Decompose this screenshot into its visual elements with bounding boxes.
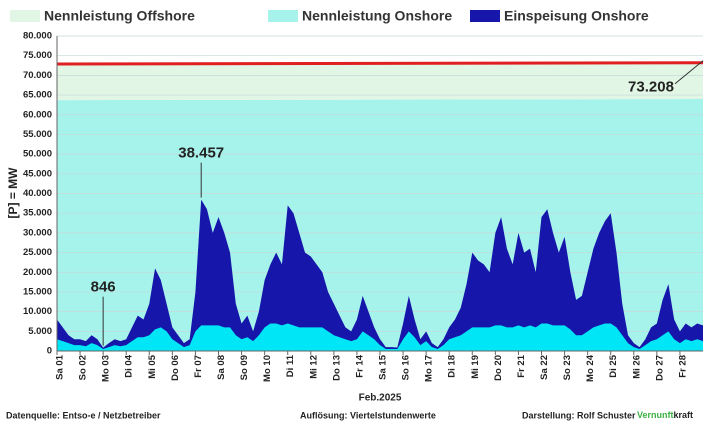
x-tick-label: Di 04: [124, 354, 135, 377]
y-tick-label: 65.000: [23, 90, 52, 101]
feed-in-area: [57, 323, 703, 351]
y-tick-label: 70.000: [23, 70, 52, 81]
x-tick-label: Sa 01: [55, 354, 66, 380]
y-tick-label: 50.000: [23, 149, 52, 160]
x-tick-label: Mo 17: [424, 355, 435, 382]
y-tick-label: 60.000: [23, 109, 52, 120]
capacity-line: [56, 61, 704, 66]
brand-rest: kraft: [674, 410, 694, 420]
feed-in-area: [57, 199, 703, 351]
x-tick-label: Do 20: [493, 355, 504, 381]
legend-swatch: [470, 10, 500, 22]
y-tick-label: 0: [47, 346, 52, 357]
legend-label: Nennleistung Onshore: [302, 8, 452, 24]
legend-swatch: [268, 10, 298, 22]
x-tick-label: Sa 08: [216, 355, 227, 380]
brand-green: Vernunft: [637, 410, 674, 420]
x-tick-label: Mo 24: [585, 354, 596, 382]
x-tick-label: So 16: [401, 355, 412, 380]
x-tick-label: Mi 26: [631, 355, 642, 379]
x-tick-label: Do 06: [170, 355, 181, 381]
y-tick-label: 20.000: [23, 267, 52, 278]
legend-label: Nennleistung Offshore: [44, 8, 195, 24]
footer-author: Darstellung: Rolf Schuster: [522, 410, 636, 420]
x-tick-label: Mi 12: [308, 355, 319, 379]
y-axis-label: [P] = MW: [6, 167, 20, 219]
legend-swatch: [10, 10, 40, 22]
capacity-area: [57, 62, 703, 101]
x-tick-label: Di 11: [285, 354, 296, 377]
y-tick-label: 40.000: [23, 188, 52, 199]
y-tick-label: 75.000: [23, 50, 52, 61]
x-tick-label: Sa 15: [378, 354, 389, 380]
y-tick-label: 35.000: [23, 208, 52, 219]
annotation-label: 73.208: [628, 79, 674, 96]
y-tick-label: 45.000: [23, 168, 52, 179]
y-tick-label: 25.000: [23, 247, 52, 258]
plot: [56, 35, 704, 355]
x-tick-label: Fr 14: [354, 354, 365, 377]
y-tick-label: 55.000: [23, 129, 52, 140]
footer-source: Datenquelle: Entso-e / Netzbetreiber: [6, 410, 161, 420]
x-tick-label: Do 27: [654, 355, 665, 381]
x-tick-label: Mo 10: [262, 355, 273, 382]
y-tick-label: 5.000: [28, 326, 52, 337]
x-tick-label: Di 18: [447, 355, 458, 378]
annotation-leader: [674, 60, 704, 85]
y-tick-label: 10.000: [23, 306, 52, 317]
x-tick-label: Di 25: [608, 354, 619, 377]
x-tick-label: Fr 28: [677, 355, 688, 378]
footer-resolution: Auflösung: Viertelstundenwerte: [300, 410, 436, 420]
x-tick-label: So 02: [78, 355, 89, 380]
x-tick-label: So 23: [562, 355, 573, 380]
x-tick-label: Fr 21: [516, 354, 527, 377]
x-tick-label: Fr 07: [193, 355, 204, 378]
x-tick-label: So 09: [239, 355, 250, 380]
annotation-label: 38.457: [178, 145, 224, 162]
footer-brand: Vernunftkraft: [637, 410, 693, 420]
x-tick-label: Mo 03: [101, 355, 112, 382]
y-tick-label: 15.000: [23, 286, 52, 297]
y-tick-label: 30.000: [23, 227, 52, 238]
x-tick-label: Mi 19: [470, 355, 481, 379]
x-tick-label: Sa 22: [539, 355, 550, 380]
y-tick-label: 80.000: [23, 31, 52, 42]
annotation-label: 846: [91, 279, 116, 296]
x-axis-label: Feb.2025: [359, 393, 402, 404]
legend-label: Einspeisung Onshore: [504, 8, 649, 24]
x-tick-label: Mi 05: [147, 354, 158, 378]
x-tick-label: Do 13: [331, 355, 342, 381]
